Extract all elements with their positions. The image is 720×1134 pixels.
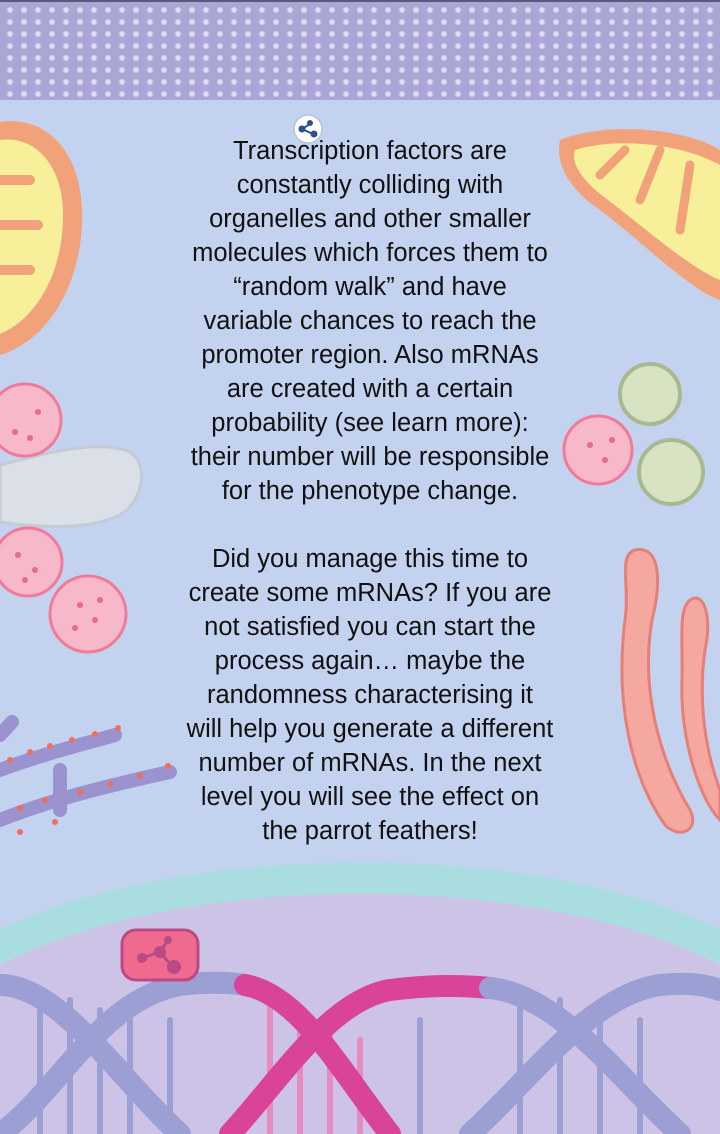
- endoplasmic-reticulum: [0, 715, 177, 827]
- green-vesicles: [618, 362, 705, 506]
- mitochondrion-right: [559, 129, 720, 300]
- golgi-apparatus: [620, 548, 720, 834]
- molecule-badge-icon: [120, 928, 200, 982]
- explanation-text: Transcription factors are constantly col…: [160, 134, 580, 848]
- gray-organelle: [0, 445, 143, 528]
- paragraph-mrna-outcome: Did you manage this time to create some …: [186, 545, 554, 845]
- paragraph-transcription-factors: Transcription factors are constantly col…: [190, 137, 550, 505]
- polka-dot-header: [0, 0, 720, 100]
- vesicles: [0, 382, 634, 654]
- molecule-icon[interactable]: [292, 113, 324, 145]
- mitochondrion-left: [0, 121, 83, 356]
- dna-helix: [0, 971, 720, 1134]
